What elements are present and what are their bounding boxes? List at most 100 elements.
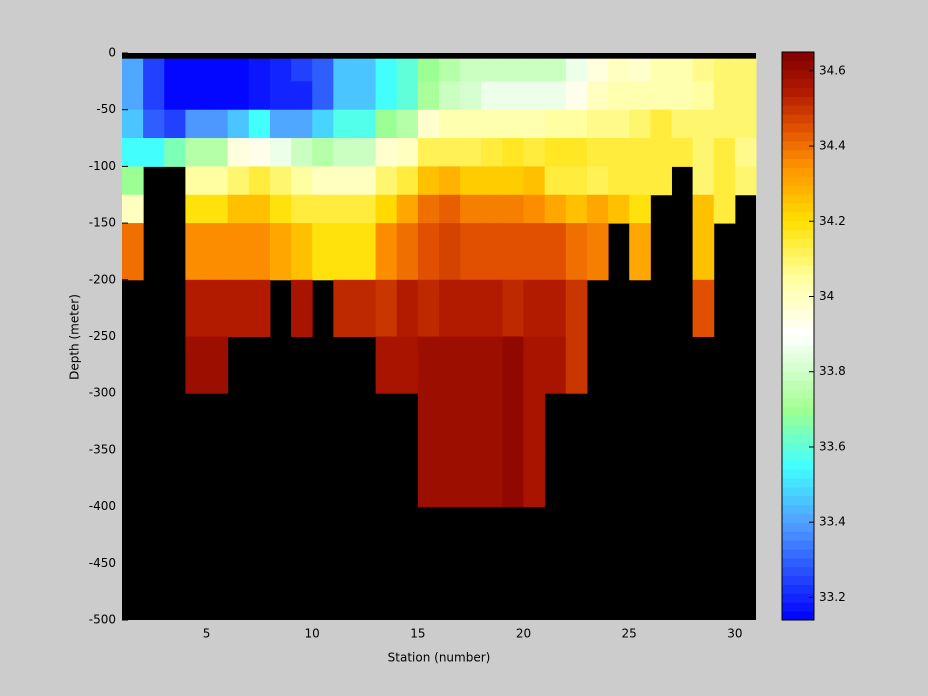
- heat-cell: [122, 194, 144, 224]
- heat-cell: [460, 194, 482, 224]
- heat-cell: [417, 336, 440, 394]
- y-tick-label: -50: [96, 102, 116, 116]
- colorbar-swatch: [782, 327, 814, 337]
- heat-cell: [565, 58, 588, 82]
- heat-cell: [734, 138, 757, 167]
- y-tick-label: -450: [89, 556, 116, 570]
- heat-cell: [502, 166, 525, 196]
- colorbar-swatch: [782, 478, 814, 488]
- heat-cell: [333, 109, 355, 139]
- heat-cell: [544, 81, 567, 111]
- heat-cell: [143, 109, 165, 139]
- heat-cell: [481, 58, 503, 82]
- heat-cell: [629, 223, 651, 281]
- heat-cell: [206, 138, 229, 167]
- heat-cell: [439, 138, 461, 167]
- colorbar-swatch: [782, 202, 814, 213]
- heat-cell: [333, 223, 355, 281]
- heat-cell: [206, 279, 229, 337]
- heat-cell: [460, 58, 482, 82]
- colorbar-tick-label: 33.2: [819, 590, 846, 604]
- colorbar-swatch: [782, 87, 814, 97]
- heat-cell: [312, 223, 334, 281]
- colorbar-swatch: [782, 282, 814, 293]
- heat-cell: [312, 109, 334, 139]
- colorbar-swatch: [782, 123, 814, 133]
- heat-cell: [671, 138, 694, 167]
- heat-cell: [608, 166, 630, 196]
- heat-cell: [269, 109, 292, 139]
- heat-cell: [164, 138, 186, 167]
- heat-cell: [185, 138, 208, 167]
- heat-cell: [586, 81, 609, 111]
- colorbar-frame: [781, 51, 815, 621]
- heat-cell: [523, 279, 546, 337]
- colorbar-swatch: [782, 504, 814, 514]
- heat-cell: [523, 336, 546, 394]
- heat-cell: [206, 223, 229, 281]
- heat-cell: [122, 166, 144, 196]
- heat-cell: [544, 109, 567, 139]
- heat-cell: [608, 194, 630, 224]
- heat-cell: [206, 194, 229, 224]
- heat-cell: [692, 81, 715, 111]
- heat-cell: [713, 58, 736, 82]
- heat-cell: [396, 58, 419, 82]
- colorbar-swatch: [782, 247, 814, 257]
- heat-cell: [460, 166, 482, 196]
- heat-cell: [206, 109, 229, 139]
- colorbar-swatch: [782, 602, 814, 612]
- heat-cell: [629, 166, 651, 196]
- heat-cell: [354, 194, 377, 224]
- heat-cell: [502, 138, 525, 167]
- heat-cell: [417, 58, 440, 82]
- heat-cell: [269, 81, 292, 111]
- heat-cell: [143, 58, 165, 82]
- heat-cell: [713, 109, 736, 139]
- heat-cell: [333, 58, 355, 82]
- heat-cell: [523, 58, 546, 82]
- y-tick-label: -500: [89, 613, 116, 627]
- heat-cell: [608, 81, 630, 111]
- heat-cell: [227, 194, 250, 224]
- heat-cell: [629, 58, 651, 82]
- colorbar-swatch: [782, 460, 814, 470]
- heat-cell: [417, 449, 440, 508]
- colorbar-swatch: [782, 522, 814, 532]
- heat-cell: [291, 223, 313, 281]
- heat-cell: [439, 81, 461, 111]
- colorbar-swatch: [782, 424, 814, 435]
- y-tick-label: -350: [89, 442, 116, 456]
- colorbar-swatch: [782, 176, 814, 186]
- heat-cell: [544, 279, 567, 337]
- heat-cell: [354, 166, 377, 196]
- colorbar-swatch: [782, 469, 814, 479]
- heat-cell: [164, 58, 186, 82]
- y-tick-label: -250: [89, 329, 116, 343]
- heat-cell: [629, 138, 651, 167]
- heat-cell: [502, 58, 525, 82]
- heat-cell: [354, 81, 377, 111]
- heat-cell: [734, 58, 757, 82]
- heat-cell: [439, 449, 461, 508]
- heat-cell: [312, 138, 334, 167]
- colorbar-swatch: [782, 60, 814, 71]
- heat-cell: [227, 279, 250, 337]
- heat-cell: [586, 166, 609, 196]
- heat-cell: [291, 194, 313, 224]
- heat-cell: [544, 223, 567, 281]
- heat-cell: [354, 109, 377, 139]
- heat-cell: [481, 279, 503, 337]
- colorbar-swatch: [782, 78, 814, 88]
- heat-cell: [185, 336, 208, 394]
- heat-cell: [460, 223, 482, 281]
- heat-cell: [417, 279, 440, 337]
- heat-cell: [375, 58, 398, 82]
- colorbar-tick-label: 34.4: [819, 139, 846, 153]
- heat-cell: [565, 194, 588, 224]
- heat-cell: [439, 166, 461, 196]
- colorbar-swatch: [782, 344, 814, 355]
- heat-cell: [354, 58, 377, 82]
- heat-cell: [439, 58, 461, 82]
